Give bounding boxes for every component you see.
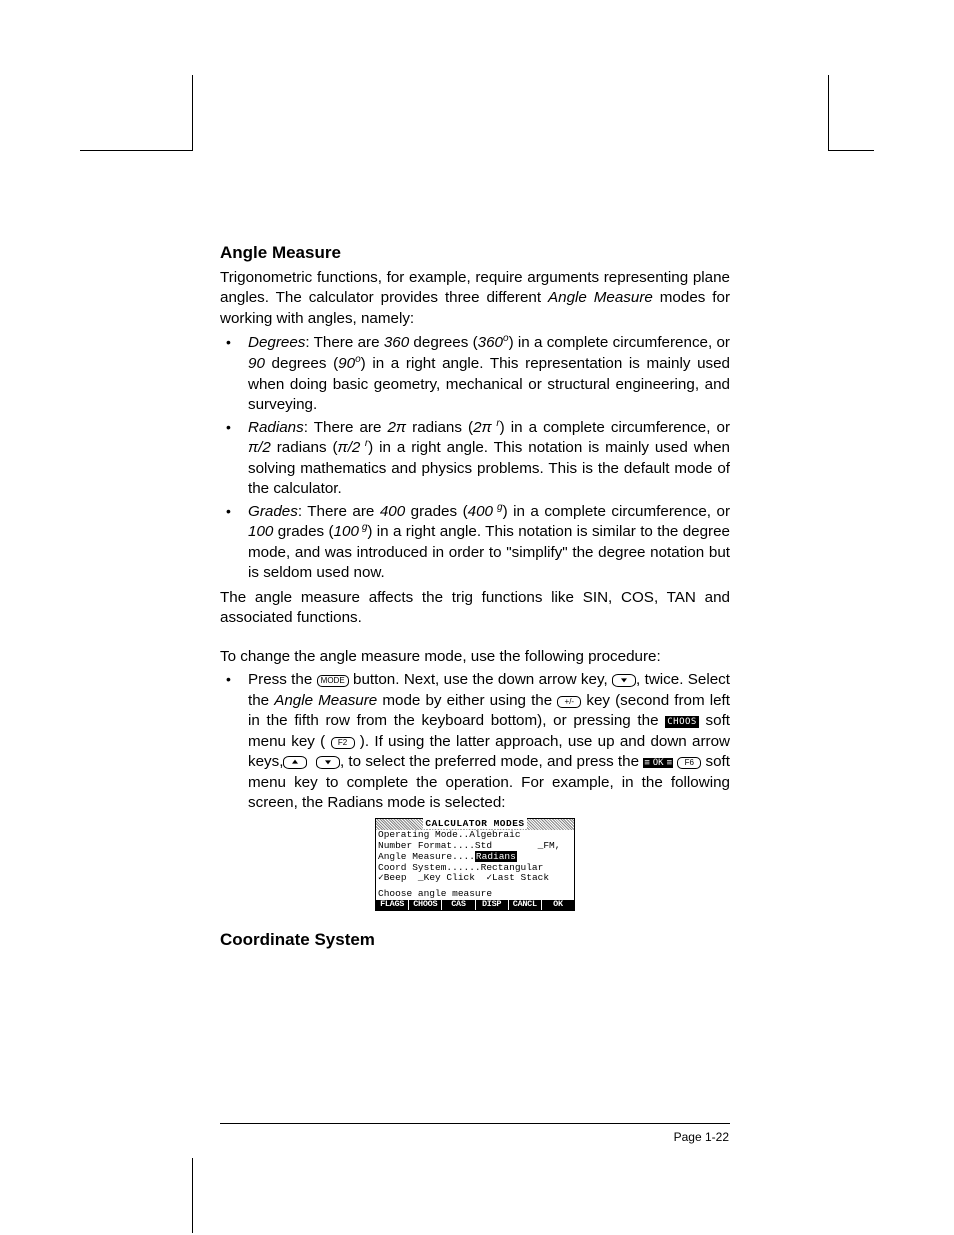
footer-vert [192,1158,193,1233]
calc-prompt: Choose angle measure [376,889,574,900]
proc-t4: mode by either using the [377,692,557,709]
proc-t2: button. Next, use the down arrow key, [349,671,612,688]
rad-pihb: π/2 [338,439,361,456]
calc-row-flags: ✓Beep _Key Click ✓Last Stack [378,873,572,884]
calc-menu-choos: CHOOS [409,900,442,910]
calc-menu-disp: DISP [476,900,509,910]
f2-key-icon: F2 [331,737,355,749]
deg-t4: degrees ( [265,355,338,372]
grd-t4: grades ( [273,523,333,540]
deg-t3: ) in a complete circumference, or [509,334,730,351]
choos-softkey-icon: CHOOS [665,716,699,728]
list-item-procedure: Press the MODE button. Next, use the dow… [220,670,730,814]
proc-em-am: Angle Measure [274,692,377,709]
page-number: Page 1-22 [674,1130,729,1144]
header-vert-left [192,75,193,150]
rad-sup-r2: r [360,438,368,449]
deg-360: 360 [384,334,409,351]
calc-title-bar: CALCULATOR MODES [376,819,574,830]
down-arrow-key-icon [612,674,636,687]
rad-2pi: 2π [387,419,406,436]
grd-sup-g1: g [493,502,503,513]
intro-em: Angle Measure [548,289,653,306]
deg-t1: : There are [305,334,383,351]
degrees-label: Degrees [248,334,305,351]
deg-360b: 360 [478,334,503,351]
rad-pih: π/2 [248,439,271,456]
deg-t2: degrees ( [409,334,478,351]
calc-body: Operating Mode..Algebraic Number Format.… [376,830,574,885]
modes-list: Degrees: There are 360 degrees (360o) in… [220,333,730,583]
rad-sup-r1: r [492,417,500,428]
rad-t1: : There are [304,419,388,436]
rad-t2: radians ( [406,419,473,436]
grd-400: 400 [380,503,405,520]
section-heading-coordinate-system: Coordinate System [220,929,730,952]
procedure-intro: To change the angle measure mode, use th… [220,647,730,668]
deg-90b: 90 [338,355,355,372]
proc-t8: , to select the preferred mode, and pres… [340,753,643,770]
list-item-degrees: Degrees: There are 360 degrees (360o) in… [220,333,730,415]
procedure-list: Press the MODE button. Next, use the dow… [220,670,730,814]
deg-90: 90 [248,355,265,372]
up-arrow-key-icon [283,756,307,769]
calc-menu-ok: OK [542,900,574,910]
grd-t3: ) in a complete circumference, or [503,503,730,520]
grd-400b: 400 [468,503,493,520]
grd-100b: 100 [334,523,359,540]
down-arrow-key-icon-2 [316,756,340,769]
list-item-radians: Radians: There are 2π radians (2π r) in … [220,418,730,500]
calculator-screen: CALCULATOR MODES Operating Mode..Algebra… [375,818,575,911]
grades-label: Grades [248,503,298,520]
page-content: Angle Measure Trigonometric functions, f… [220,242,730,955]
rad-t4: radians ( [271,439,338,456]
calc-menu-flags: FLAGS [376,900,409,910]
header-rule-left [80,150,193,151]
calc-softmenu: FLAGS CHOOS CAS DISP CANCL OK [376,900,574,910]
grd-t2: grades ( [405,503,467,520]
footer-rule [220,1123,730,1124]
proc-t1: Press the [248,671,317,688]
trig-note: The angle measure affects the trig funct… [220,588,730,629]
calc-menu-cas: CAS [442,900,475,910]
section-heading-angle-measure: Angle Measure [220,242,730,265]
intro-paragraph: Trigonometric functions, for example, re… [220,268,730,330]
list-item-grades: Grades: There are 400 grades (400 g) in … [220,502,730,584]
rad-2pib: 2π [473,419,492,436]
mode-key-icon: MODE [317,675,349,687]
header-rule-right [828,150,874,151]
rad-t3: ) in a complete circumference, or [500,419,730,436]
f6-key-icon: F6 [677,757,701,769]
calc-angle-value: Radians [475,851,517,862]
ok-softkey-icon: OK [643,757,673,769]
header-vert-right [828,75,829,150]
radians-label: Radians [248,419,304,436]
grd-100: 100 [248,523,273,540]
calc-menu-cancl: CANCL [509,900,542,910]
plus-minus-key-icon: +/- [557,696,581,708]
calc-title-text: CALCULATOR MODES [423,818,526,829]
grd-t1: : There are [298,503,380,520]
